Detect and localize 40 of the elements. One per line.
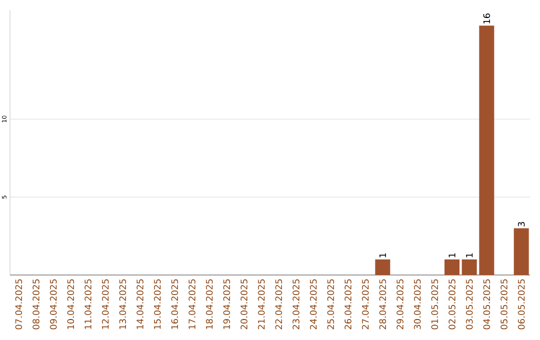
x-tick-label: 18.04.2025 (206, 279, 213, 329)
x-tick-label: 17.04.2025 (188, 279, 196, 329)
x-tick-label: 07.04.2025 (15, 279, 22, 330)
x-tick-label: 15.04.2025 (154, 279, 161, 329)
x-tick-label: 28.04.2025 (379, 279, 386, 330)
x-tick-label: 26.04.2025 (344, 279, 352, 330)
x-tick-label: 27.04.2025 (362, 279, 369, 330)
bar (375, 259, 390, 275)
x-tick-label: 16.04.2025 (171, 279, 178, 329)
x-tick-label: 22.04.2025 (275, 279, 282, 330)
x-tick-label: 23.04.2025 (292, 279, 300, 330)
x-tick-label: 13.04.2025 (119, 279, 126, 329)
x-tick-label: 24.04.2025 (310, 279, 317, 330)
x-tick-label: 08.04.2025 (32, 279, 40, 330)
bar (444, 259, 460, 275)
x-tick-label: 20.04.2025 (240, 279, 248, 330)
bar (462, 259, 477, 275)
x-tick-label: 02.05.2025 (448, 279, 456, 330)
x-tick-label: 21.04.2025 (258, 279, 265, 330)
x-tick-label: 29.04.2025 (396, 279, 404, 330)
x-tick-label: 09.04.2025 (50, 279, 57, 330)
x-tick-label: 04.05.2025 (483, 279, 490, 330)
x-tick-label: 14.04.2025 (136, 279, 144, 329)
x-tick-label: 30.04.2025 (414, 279, 421, 330)
data-label: 3 (518, 222, 525, 226)
data-label: 1 (448, 253, 456, 258)
data-label: 1 (379, 253, 386, 258)
bar (514, 228, 529, 275)
bar (479, 26, 494, 275)
data-label: 16 (483, 14, 490, 24)
x-tick-label: 01.05.2025 (431, 279, 438, 330)
x-tick-label: 05.05.2025 (500, 279, 508, 330)
x-tick-label: 10.04.2025 (67, 279, 74, 329)
x-tick-label: 03.05.2025 (466, 279, 473, 330)
x-tick-label: 12.04.2025 (102, 279, 109, 329)
data-label: 1 (466, 253, 473, 258)
x-tick-label: 25.04.2025 (327, 279, 334, 330)
x-tick-label: 06.05.2025 (518, 279, 525, 330)
x-tick-label: 11.04.2025 (84, 279, 92, 329)
x-tick-label: 19.04.2025 (223, 279, 230, 329)
